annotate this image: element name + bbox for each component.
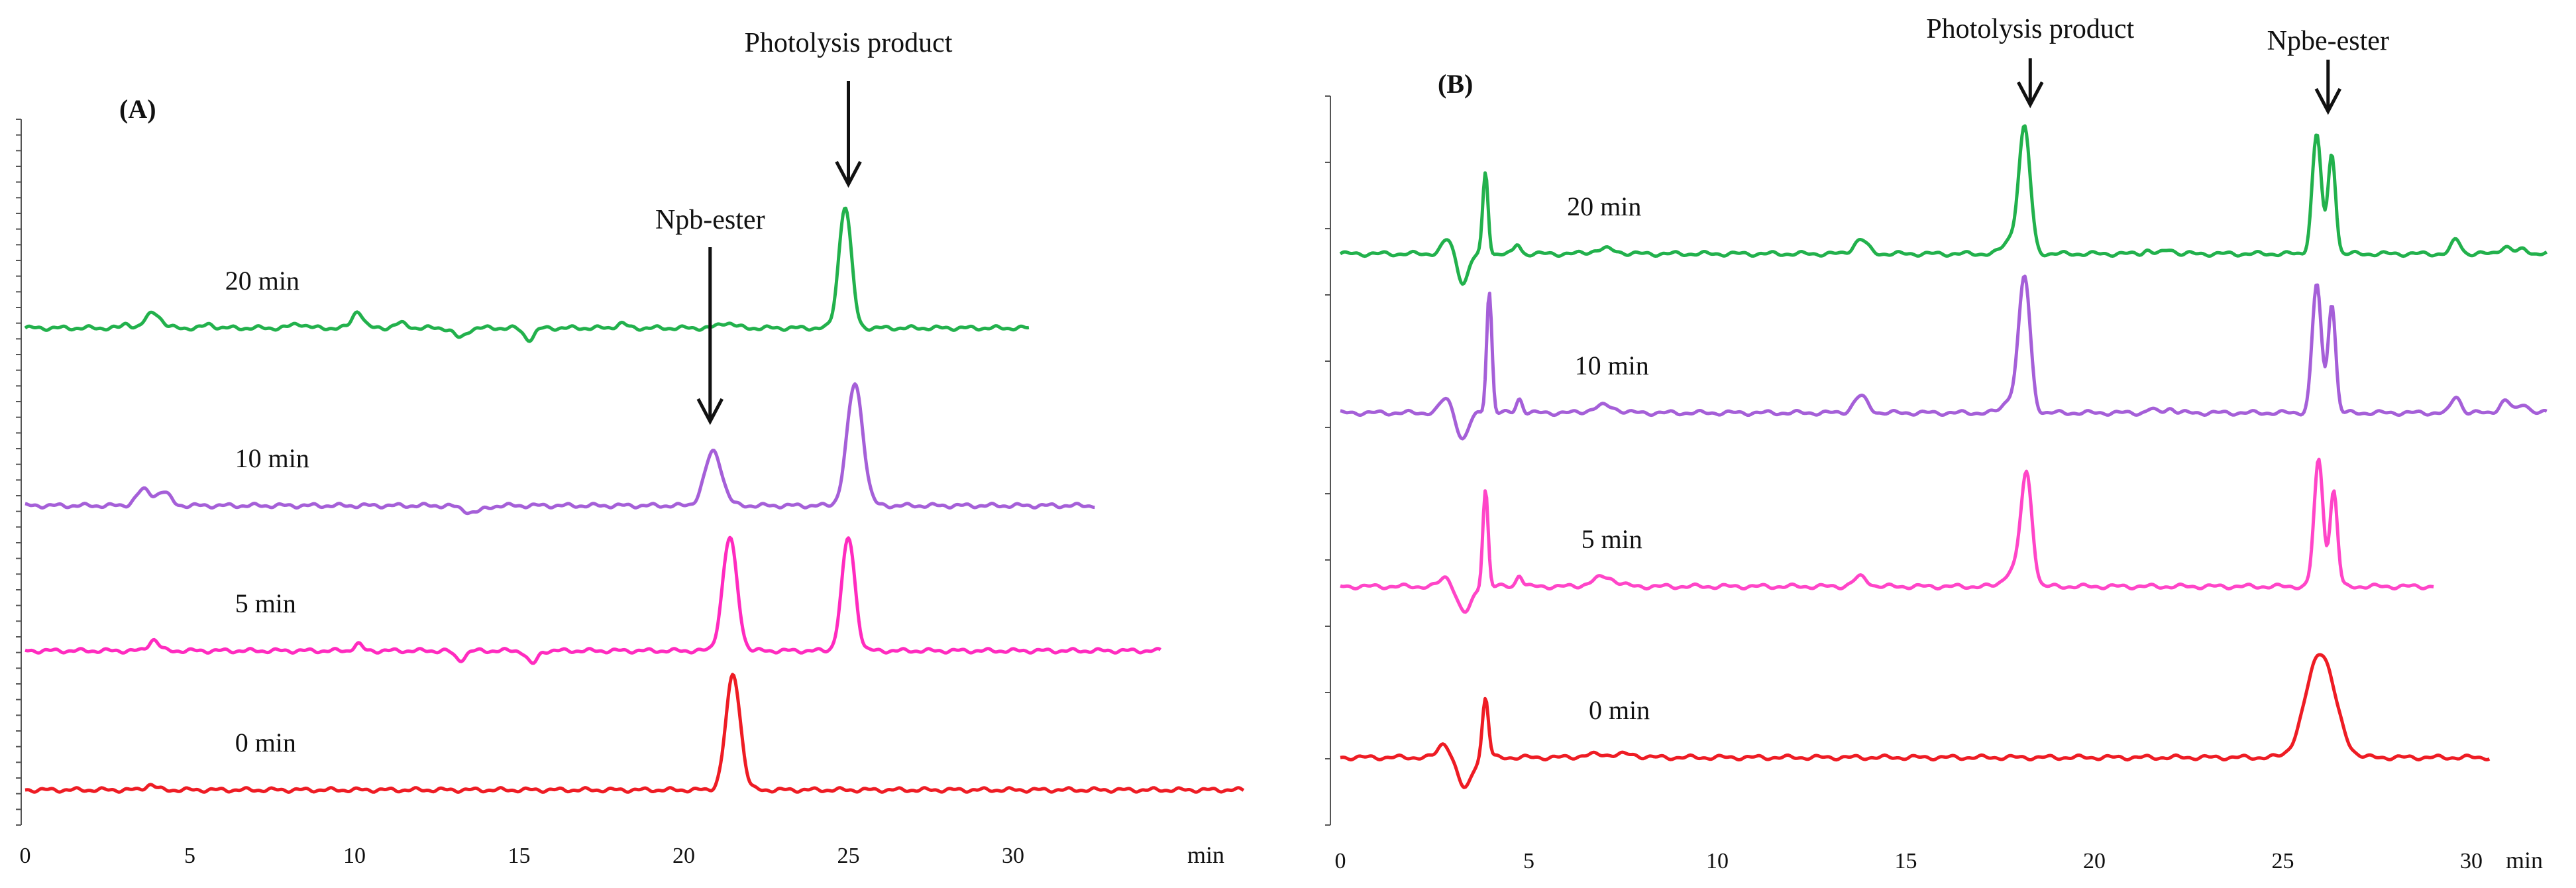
series-label: 0 min	[235, 728, 296, 757]
x-tick-label: 0	[1335, 849, 1346, 873]
x-tick-label: 25	[837, 844, 860, 868]
x-tick-label: 15	[1895, 849, 1917, 873]
x-tick-label: 25	[2272, 849, 2294, 873]
annotation-label: Npbe-ester	[2267, 26, 2389, 56]
annotation-arrow-head	[2017, 81, 2044, 109]
series-label: 10 min	[235, 443, 309, 473]
trace-0-min	[1340, 653, 2491, 789]
x-tick-label: 20	[672, 844, 695, 868]
x-tick-label: 10	[343, 844, 366, 868]
series-label: 5 min	[235, 588, 296, 618]
x-tick-label: 30	[1002, 844, 1024, 868]
trace-5-min	[25, 535, 1161, 665]
annotation-arrow-head	[2314, 87, 2341, 115]
trace-0-min	[25, 673, 1245, 794]
annotation-arrow-head	[835, 160, 862, 188]
annotation-arrow-head	[696, 398, 724, 425]
annotation-label: Npb-ester	[655, 205, 765, 235]
x-tick-label: 30	[2460, 849, 2483, 873]
series-label: 20 min	[1567, 192, 1641, 221]
panel-b: (B) 0 5 10 15 20 25 30 min 20 min 10 min 5 min 0 min…	[1325, 14, 2548, 873]
series-label: 10 min	[1575, 351, 1649, 380]
annotation-label: Photolysis product	[745, 28, 953, 58]
trace-10-min	[25, 382, 1095, 516]
trace-10-min	[1340, 274, 2548, 441]
x-tick-label: 10	[1706, 849, 1729, 873]
x-tick-label: 20	[2083, 849, 2106, 873]
series-label: 20 min	[225, 266, 299, 296]
panel-label: (A)	[119, 94, 156, 124]
trace-5-min	[1340, 457, 2434, 614]
annotation-label: Photolysis product	[1926, 14, 2134, 44]
series-label: 5 min	[1582, 524, 1642, 554]
trace-20-min	[24, 206, 1030, 343]
x-tick-label: 0	[20, 844, 31, 868]
x-tick-label: 5	[184, 844, 195, 868]
x-unit-label: min	[1187, 842, 1224, 868]
panel-a: (A) 0 5 10 15 20 25 30 min 20 min 10 min 5 min 0 min…	[16, 28, 1245, 868]
x-tick-label: 5	[1523, 849, 1534, 873]
series-label: 0 min	[1589, 695, 1650, 725]
x-unit-label: min	[2506, 847, 2543, 873]
x-tick-label: 15	[508, 844, 531, 868]
trace-20-min	[1339, 124, 2548, 286]
panel-label: (B)	[1438, 69, 1473, 99]
